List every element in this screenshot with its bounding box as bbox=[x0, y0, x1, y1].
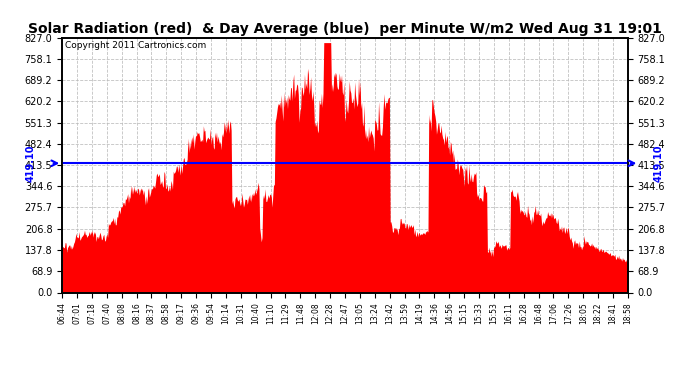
Text: Copyright 2011 Cartronics.com: Copyright 2011 Cartronics.com bbox=[65, 41, 206, 50]
Text: 419.10: 419.10 bbox=[26, 144, 36, 182]
Title: Solar Radiation (red)  & Day Average (blue)  per Minute W/m2 Wed Aug 31 19:01: Solar Radiation (red) & Day Average (blu… bbox=[28, 22, 662, 36]
Text: 419.10: 419.10 bbox=[654, 144, 664, 182]
